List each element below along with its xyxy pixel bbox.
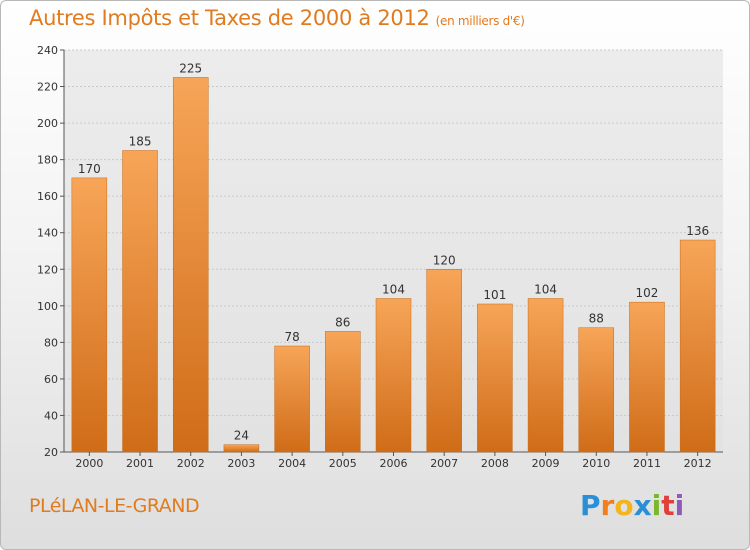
- bar: [325, 331, 361, 453]
- bar: [629, 301, 665, 453]
- x-tick-label: 2010: [582, 457, 610, 470]
- proxiti-logo: Proxiti: [580, 489, 684, 522]
- y-tick-label: 60: [44, 373, 58, 386]
- logo-letter: x: [633, 489, 652, 522]
- chart-title: Autres Impôts et Taxes de 2000 à 2012 (en…: [29, 6, 525, 30]
- data-label: 225: [179, 61, 202, 75]
- data-label: 78: [284, 330, 299, 344]
- y-tick-label: 200: [37, 117, 58, 130]
- bar: [71, 177, 108, 453]
- bar: [122, 150, 158, 453]
- data-label: 86: [335, 315, 350, 329]
- x-tick-label: 2001: [126, 457, 154, 470]
- bar: [375, 298, 412, 453]
- x-tick-label: 2007: [430, 457, 458, 470]
- x-tick-label: 2000: [75, 457, 103, 470]
- logo-letter: r: [600, 489, 615, 522]
- data-label: 136: [686, 224, 709, 238]
- x-tick-label: 2011: [633, 457, 661, 470]
- x-tick-label: 2005: [329, 457, 357, 470]
- logo-letter: i: [674, 489, 685, 522]
- y-tick-label: 220: [37, 81, 58, 94]
- data-label: 24: [234, 429, 249, 443]
- logo-letter: t: [661, 489, 675, 522]
- chart-unit: (en milliers d'€): [435, 14, 525, 28]
- x-tick-label: 2004: [278, 457, 306, 470]
- data-label: 120: [433, 253, 456, 267]
- bar: [578, 327, 615, 453]
- y-tick-label: 40: [44, 409, 58, 422]
- y-tick-label: 100: [37, 300, 58, 313]
- y-tick-label: 240: [37, 44, 58, 57]
- chart-title-text: Autres Impôts et Taxes de 2000 à 2012: [29, 6, 430, 30]
- x-tick-label: 2003: [227, 457, 255, 470]
- data-label: 104: [534, 283, 557, 297]
- logo-letter: i: [651, 489, 662, 522]
- data-label: 101: [483, 288, 506, 302]
- logo-letter: o: [614, 489, 634, 522]
- x-tick-label: 2006: [380, 457, 408, 470]
- bar: [172, 77, 209, 453]
- y-tick-label: 20: [44, 446, 58, 459]
- y-tick-label: 160: [37, 190, 58, 203]
- commune-name: PLéLAN-LE-GRAND: [29, 495, 200, 517]
- y-tick-label: 120: [37, 263, 58, 276]
- data-label: 102: [636, 286, 659, 300]
- bar: [426, 269, 462, 453]
- bar: [477, 303, 513, 453]
- y-tick-label: 140: [37, 227, 58, 240]
- y-tick-label: 80: [44, 336, 58, 349]
- bar: [679, 239, 716, 453]
- bar: [274, 345, 310, 453]
- x-tick-label: 2012: [684, 457, 712, 470]
- bar: [527, 298, 564, 453]
- logo-letter: P: [580, 489, 601, 522]
- bar: [223, 444, 260, 453]
- y-tick-label: 180: [37, 154, 58, 167]
- x-tick-label: 2002: [177, 457, 205, 470]
- data-label: 170: [78, 162, 101, 176]
- data-label: 185: [129, 135, 152, 149]
- x-tick-label: 2008: [481, 457, 509, 470]
- data-label: 104: [382, 283, 405, 297]
- x-tick-label: 2009: [532, 457, 560, 470]
- data-label: 88: [589, 312, 604, 326]
